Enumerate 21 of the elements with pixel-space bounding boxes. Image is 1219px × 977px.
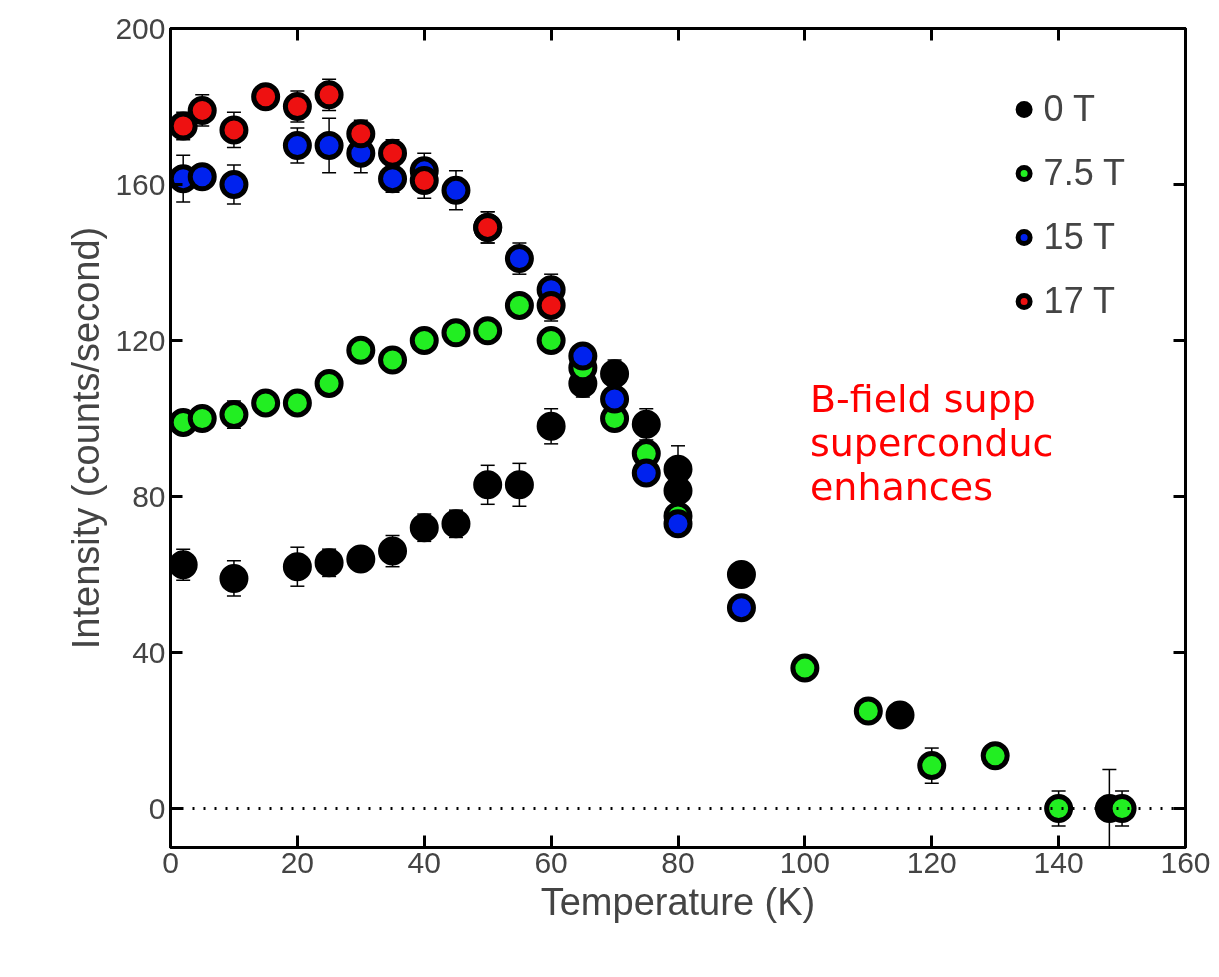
x-axis-title: Temperature (K) — [540, 880, 816, 923]
x-tick-label: 40 — [407, 845, 441, 879]
legend-label: 17 T — [1043, 280, 1115, 322]
y-tick-label: 0 — [148, 791, 166, 825]
legend-label: 15 T — [1043, 216, 1115, 258]
x-tick-label: 60 — [534, 845, 568, 879]
y-tick-label: 40 — [132, 635, 166, 669]
x-tick-label: 80 — [661, 845, 695, 879]
x-tick-label: 100 — [779, 845, 830, 879]
annotation: B-field supp superconduc enhances — [809, 376, 1054, 509]
x-tick-label: 140 — [1033, 845, 1084, 879]
y-tick-label: 120 — [115, 323, 166, 357]
y-tick-label: 200 — [115, 11, 166, 45]
y-tick-label: 160 — [115, 167, 166, 201]
x-tick-label: 120 — [906, 845, 957, 879]
legend-label: 7.5 T — [1043, 152, 1125, 194]
x-tick-label: 20 — [280, 845, 315, 879]
y-axis-title: Intensity (counts/second) — [65, 226, 108, 650]
x-tick-label: 160 — [1160, 845, 1211, 879]
y-tick-label: 80 — [132, 479, 166, 513]
legend-label: 0 T — [1043, 88, 1095, 130]
